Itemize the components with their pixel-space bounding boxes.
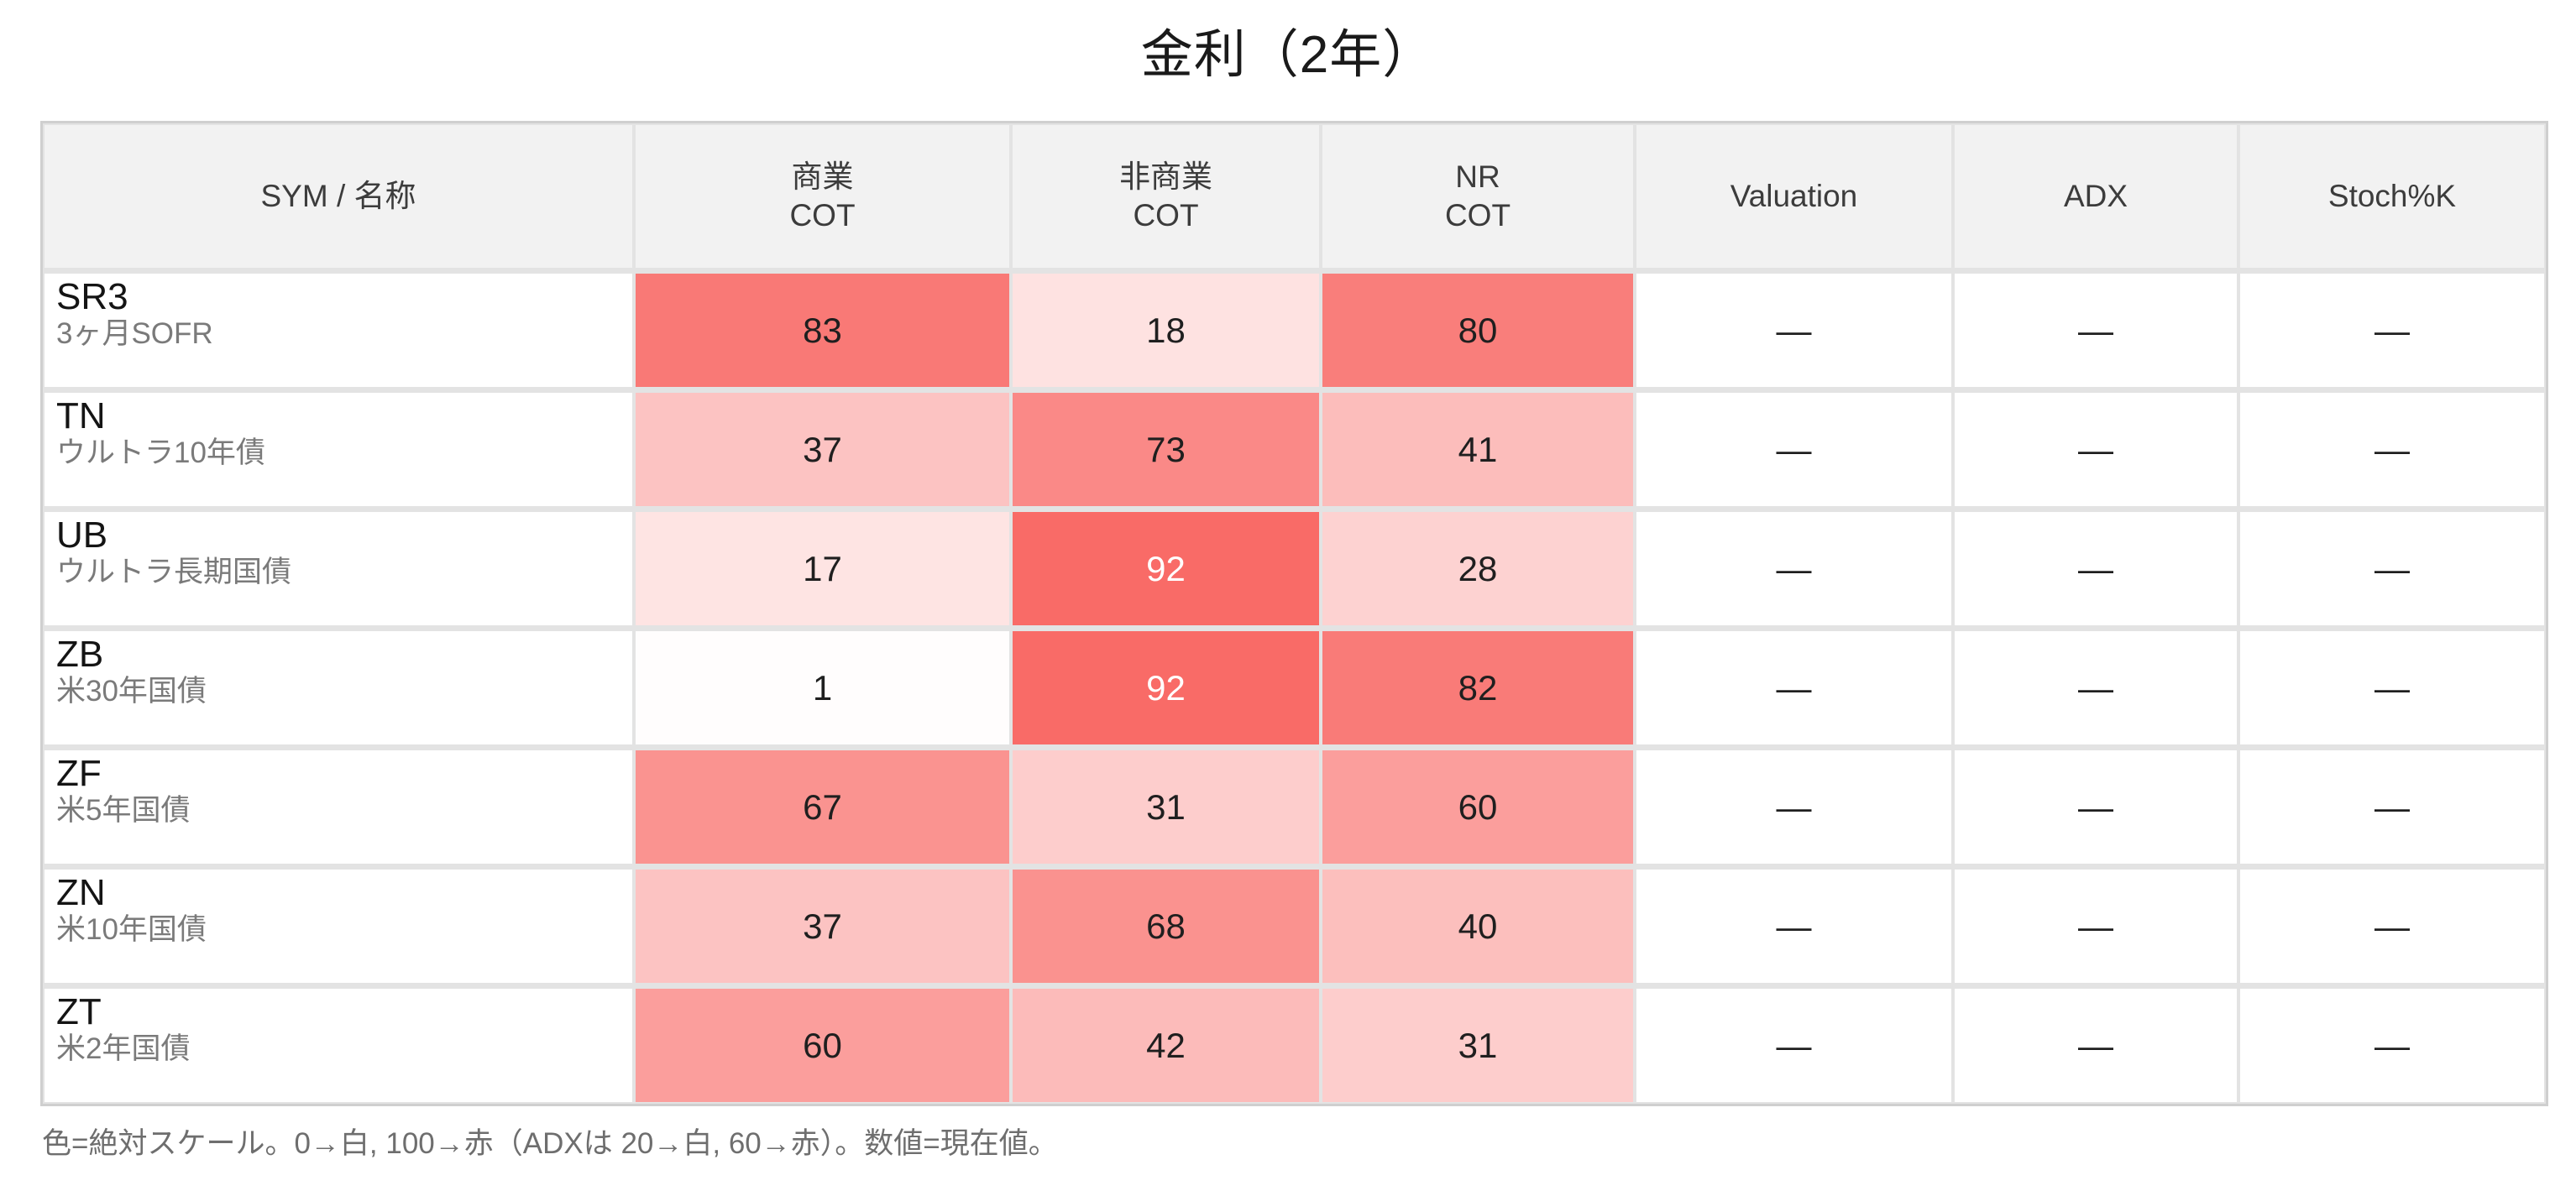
commercial-cot-cell: 60 — [636, 989, 1009, 1102]
col-header-noncommercial-cot: 非商業 COT — [1013, 125, 1319, 268]
stoch-k-cell: — — [2240, 512, 2544, 625]
symbol-label: ZT — [56, 991, 102, 1032]
valuation-cell: — — [1636, 750, 1951, 864]
adx-cell: — — [1955, 631, 2237, 744]
valuation-cell: — — [1636, 393, 1951, 506]
noncommercial-cot-cell: 73 — [1013, 393, 1319, 506]
stoch-k-cell: — — [2240, 631, 2544, 744]
cot-heatmap-table: SYM / 名称 商業 COT 非商業 COT NR COT Valuation… — [40, 121, 2548, 1106]
adx-cell: — — [1955, 870, 2237, 983]
instrument-name: ウルトラ長期国債 — [56, 555, 292, 588]
col-header-stoch-k: Stoch%K — [2240, 125, 2544, 268]
commercial-cot-cell: 83 — [636, 274, 1009, 387]
valuation-cell: — — [1636, 989, 1951, 1102]
nr-cot-cell: 41 — [1322, 393, 1633, 506]
symbol-label: UB — [56, 515, 108, 556]
nr-cot-cell: 40 — [1322, 870, 1633, 983]
col-header-valuation: Valuation — [1636, 125, 1951, 268]
col-header-commercial-cot: 商業 COT — [636, 125, 1009, 268]
instrument-name: ウルトラ10年債 — [56, 436, 265, 469]
stoch-k-cell: — — [2240, 750, 2544, 864]
symbol-label: SR3 — [56, 276, 128, 317]
adx-cell: — — [1955, 512, 2237, 625]
noncommercial-cot-cell: 18 — [1013, 274, 1319, 387]
stoch-k-cell: — — [2240, 274, 2544, 387]
instrument-name: 米5年国債 — [56, 793, 191, 827]
commercial-cot-cell: 1 — [636, 631, 1009, 744]
instrument-name: 3ヶ月SOFR — [56, 316, 213, 350]
symbol-label: ZN — [56, 872, 106, 913]
instrument-name: 米30年国債 — [56, 674, 207, 708]
valuation-cell: — — [1636, 631, 1951, 744]
symbol-cell: ZB 米30年国債 — [45, 631, 632, 744]
nr-cot-cell: 28 — [1322, 512, 1633, 625]
col-header-adx: ADX — [1955, 125, 2237, 268]
noncommercial-cot-cell: 68 — [1013, 870, 1319, 983]
instrument-name: 米2年国債 — [56, 1032, 191, 1065]
col-header-sym-name: SYM / 名称 — [45, 125, 632, 268]
stoch-k-cell: — — [2240, 393, 2544, 506]
nr-cot-cell: 60 — [1322, 750, 1633, 864]
symbol-label: ZF — [56, 753, 102, 794]
adx-cell: — — [1955, 750, 2237, 864]
color-scale-footnote: 色=絶対スケール。0→白, 100→赤（ADXは 20→白, 60→赤）。数値=… — [42, 1127, 1058, 1160]
nr-cot-cell: 82 — [1322, 631, 1633, 744]
commercial-cot-cell: 37 — [636, 393, 1009, 506]
noncommercial-cot-cell: 92 — [1013, 512, 1319, 625]
adx-cell: — — [1955, 274, 2237, 387]
symbol-cell: ZN 米10年国債 — [45, 870, 632, 983]
symbol-cell: TN ウルトラ10年債 — [45, 393, 632, 506]
page-title: 金利（2年） — [1140, 26, 1436, 84]
valuation-cell: — — [1636, 274, 1951, 387]
noncommercial-cot-cell: 42 — [1013, 989, 1319, 1102]
commercial-cot-cell: 17 — [636, 512, 1009, 625]
adx-cell: — — [1955, 393, 2237, 506]
valuation-cell: — — [1636, 870, 1951, 983]
noncommercial-cot-cell: 31 — [1013, 750, 1319, 864]
stoch-k-cell: — — [2240, 989, 2544, 1102]
symbol-label: TN — [56, 395, 106, 436]
noncommercial-cot-cell: 92 — [1013, 631, 1319, 744]
symbol-cell: SR3 3ヶ月SOFR — [45, 274, 632, 387]
commercial-cot-cell: 67 — [636, 750, 1009, 864]
instrument-name: 米10年国債 — [56, 912, 207, 946]
symbol-cell: UB ウルトラ長期国債 — [45, 512, 632, 625]
nr-cot-cell: 80 — [1322, 274, 1633, 387]
valuation-cell: — — [1636, 512, 1951, 625]
symbol-label: ZB — [56, 634, 104, 675]
nr-cot-cell: 31 — [1322, 989, 1633, 1102]
stoch-k-cell: — — [2240, 870, 2544, 983]
symbol-cell: ZF 米5年国債 — [45, 750, 632, 864]
symbol-cell: ZT 米2年国債 — [45, 989, 632, 1102]
commercial-cot-cell: 37 — [636, 870, 1009, 983]
col-header-nr-cot: NR COT — [1322, 125, 1633, 268]
adx-cell: — — [1955, 989, 2237, 1102]
